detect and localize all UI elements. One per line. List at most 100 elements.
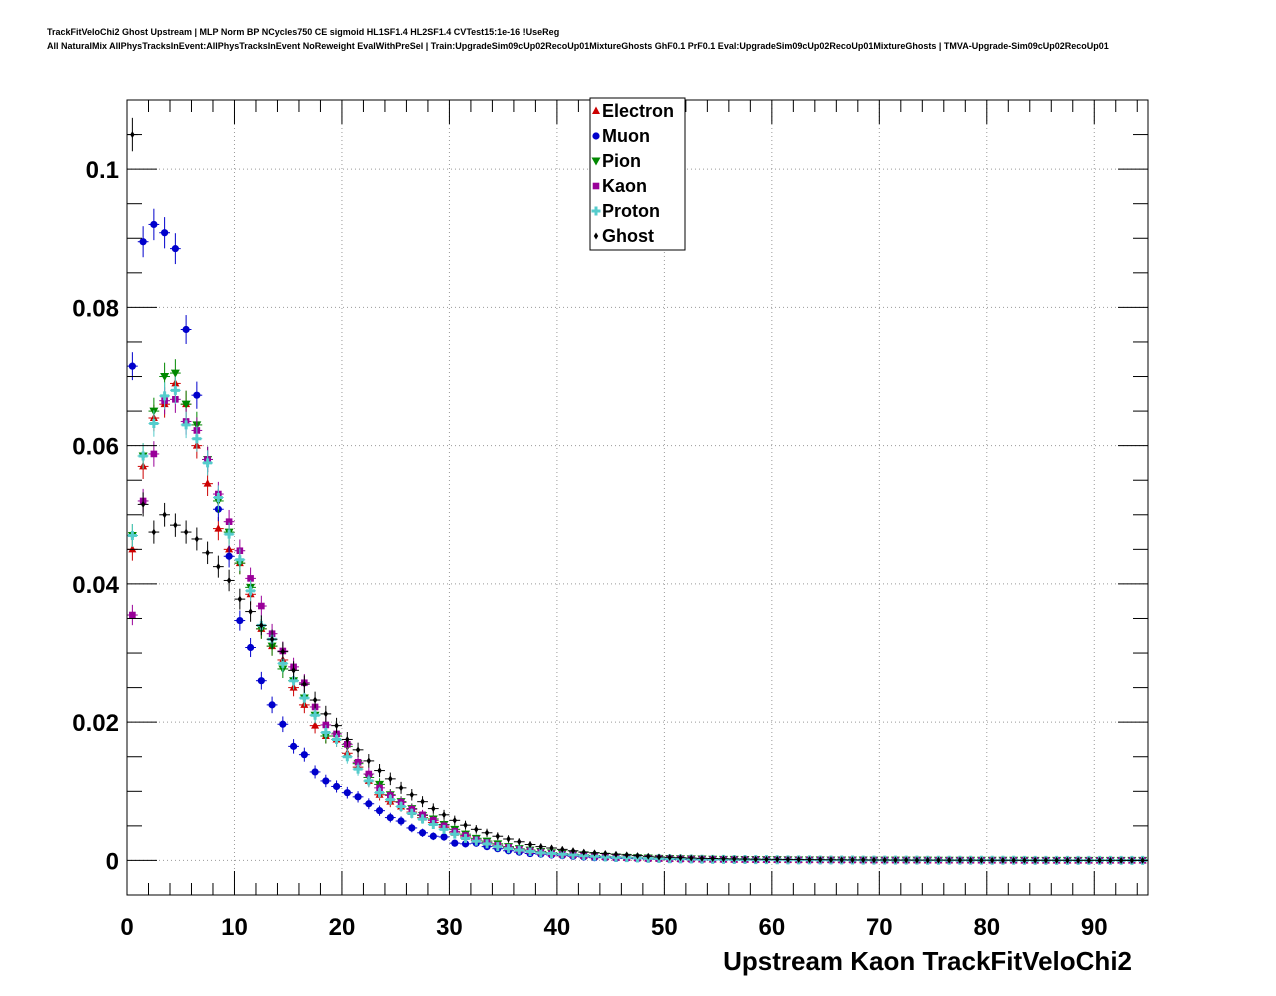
data-point [732, 855, 737, 863]
y-tick-label: 0.1 [86, 157, 119, 184]
data-point [936, 856, 941, 864]
data-point [493, 842, 503, 852]
data-point [139, 238, 147, 246]
data-point [203, 458, 213, 468]
data-point [311, 768, 319, 776]
data-point [259, 621, 264, 629]
chart-title-line-2: All NaturalMix AllPhysTracksInEvent:AllP… [47, 41, 1109, 51]
data-point [213, 493, 223, 502]
data-point [181, 420, 191, 430]
data-point [161, 229, 169, 237]
data-point [257, 677, 265, 685]
data-point [375, 788, 385, 798]
data-point [514, 845, 524, 855]
x-tick-label: 50 [651, 914, 678, 941]
data-point [289, 742, 298, 750]
data-point [1108, 856, 1113, 864]
data-point [311, 721, 320, 729]
data-point [182, 325, 190, 334]
x-tick-label: 30 [436, 914, 463, 941]
data-point [409, 791, 415, 799]
data-point [151, 528, 157, 536]
data-point [291, 666, 296, 674]
legend-label-pion: Pion [602, 151, 641, 171]
data-point [171, 245, 179, 253]
data-point [525, 846, 535, 856]
x-tick-label: 80 [973, 914, 1000, 941]
data-point [160, 391, 170, 401]
data-point [300, 751, 308, 759]
data-point [160, 373, 170, 382]
data-point [428, 819, 438, 829]
data-point [549, 844, 554, 852]
data-point [785, 855, 791, 863]
y-tick-label: 0.04 [72, 572, 119, 599]
x-tick-label: 90 [1081, 914, 1108, 941]
data-point [128, 362, 136, 370]
data-point [279, 720, 287, 728]
data-point [536, 848, 546, 858]
data-point [364, 776, 374, 786]
data-point [203, 479, 212, 487]
data-point [194, 535, 200, 543]
data-point [278, 658, 288, 668]
data-point [269, 635, 275, 643]
data-point [1097, 856, 1102, 864]
data-point [302, 680, 307, 688]
data-point [807, 856, 812, 864]
data-point [299, 693, 309, 703]
data-point [224, 529, 234, 539]
data-point [968, 856, 973, 864]
data-point [796, 856, 801, 864]
legend-marker-proton [591, 206, 601, 216]
data-point [451, 839, 459, 847]
data-point [214, 524, 223, 532]
data-point [871, 856, 877, 864]
data-point [450, 829, 460, 839]
data-point [365, 800, 373, 808]
data-point [353, 764, 363, 774]
data-point [689, 854, 694, 862]
legend-marker-pion [591, 157, 601, 166]
data-point [236, 616, 244, 625]
data-point [764, 855, 769, 863]
data-point [150, 450, 158, 458]
data-point [613, 850, 619, 858]
y-tick-label: 0.02 [72, 710, 119, 737]
data-point [850, 856, 855, 864]
data-point [635, 852, 640, 860]
data-point [1000, 856, 1006, 864]
data-point [268, 701, 276, 709]
data-point [342, 752, 352, 762]
data-point [818, 856, 823, 864]
data-point [828, 856, 834, 864]
data-point [193, 391, 201, 399]
data-point [170, 385, 180, 395]
data-point [557, 849, 567, 859]
x-tick-label: 10 [221, 914, 248, 941]
data-point [247, 575, 254, 582]
y-tick-label: 0.06 [72, 434, 119, 461]
x-axis-title: Upstream Kaon TrackFitVeloChi2 [723, 946, 1132, 976]
data-point [248, 608, 253, 616]
legend-box [589, 97, 686, 251]
data-point [343, 789, 351, 797]
data-point [506, 835, 511, 843]
data-point [440, 833, 448, 841]
data-point [418, 829, 427, 837]
data-point [484, 829, 490, 837]
series-proton [127, 376, 1148, 865]
data-point [322, 777, 330, 785]
data-point [1022, 856, 1027, 864]
data-point [354, 793, 362, 801]
data-point [170, 369, 180, 378]
data-point [127, 531, 137, 541]
data-point [162, 511, 167, 519]
data-point [237, 595, 243, 603]
data-point [560, 845, 565, 853]
data-point [568, 850, 578, 860]
legend-marker-ghost [593, 232, 599, 240]
data-point [914, 856, 920, 864]
data-point [332, 734, 342, 744]
data-point [173, 521, 178, 529]
